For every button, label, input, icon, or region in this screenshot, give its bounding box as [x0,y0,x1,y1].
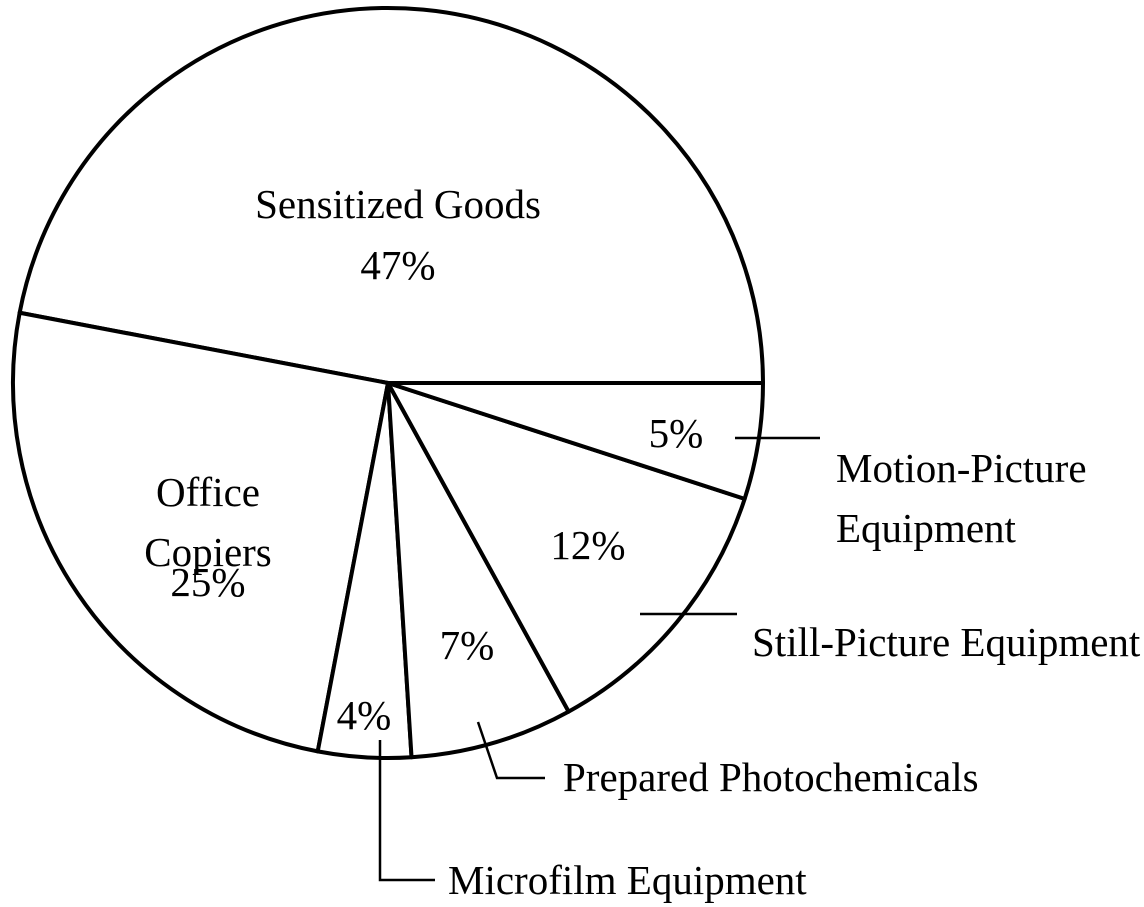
value-label: 47% [360,242,436,288]
value-label: 7% [439,622,495,668]
slice-name: Motion-Picture Equipment [836,445,1087,551]
pie-slice [386,381,747,714]
slice-name: Office Copiers [144,469,272,575]
pie-slice [386,381,571,760]
leader-line [378,740,435,882]
value-label: 12% [550,522,626,568]
leader-line [476,721,545,780]
slice-name: Still-Picture Equipment [752,619,1141,665]
pie-slice [17,6,765,385]
pie-slice [11,310,390,754]
pie-slice [386,381,765,501]
slice-name: Prepared Photochemicals [563,754,979,800]
slice-name: Microfilm Equipment [448,857,807,903]
value-label: 5% [648,410,704,456]
slice-name: Sensitized Goods [255,181,541,227]
value-label: 4% [336,692,392,738]
leader-lines [378,436,820,882]
value-label: 25% [170,559,246,605]
